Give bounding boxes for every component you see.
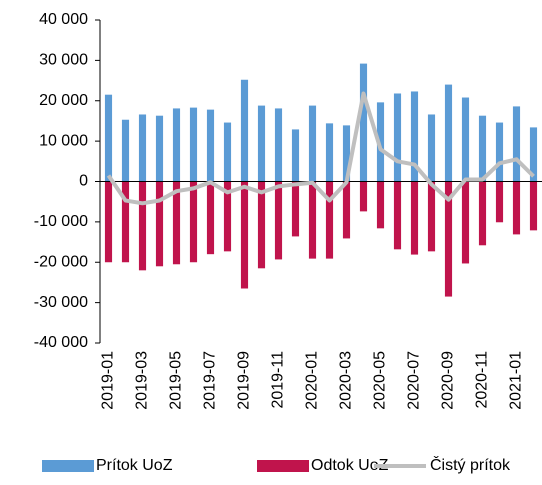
bar bbox=[206, 181, 215, 255]
bar bbox=[172, 108, 181, 182]
legend-label: Prítok UoZ bbox=[96, 457, 173, 474]
bar bbox=[444, 181, 453, 297]
legend-label: Čistý prítok bbox=[430, 455, 511, 474]
bar bbox=[308, 181, 317, 259]
x-tick-label: 2020-07 bbox=[406, 351, 423, 410]
bar bbox=[495, 181, 504, 223]
x-tick-label: 2019-01 bbox=[100, 351, 117, 410]
bar bbox=[376, 181, 385, 229]
y-tick-label: -20 000 bbox=[34, 253, 88, 270]
bar bbox=[325, 123, 334, 182]
x-tick-label: 2019-03 bbox=[134, 351, 151, 410]
bar bbox=[393, 93, 402, 182]
y-tick-label: 0 bbox=[79, 173, 88, 190]
y-tick-label: -40 000 bbox=[34, 334, 88, 351]
bar bbox=[359, 63, 368, 182]
bar bbox=[274, 108, 283, 182]
bar bbox=[342, 125, 351, 182]
bar bbox=[410, 91, 419, 182]
bar bbox=[376, 102, 385, 182]
x-tick-label: 2020-01 bbox=[304, 351, 321, 410]
bar bbox=[461, 97, 470, 182]
bar bbox=[308, 105, 317, 182]
x-tick-label: 2019-11 bbox=[270, 351, 287, 409]
bar bbox=[223, 122, 232, 182]
bar bbox=[291, 181, 300, 237]
bar bbox=[444, 84, 453, 182]
y-tick-label: -10 000 bbox=[34, 213, 88, 230]
y-tick-label: 30 000 bbox=[39, 52, 88, 69]
bar bbox=[240, 79, 249, 182]
y-tick-label: 10 000 bbox=[39, 132, 88, 149]
y-tick-label: 20 000 bbox=[39, 92, 88, 109]
bar bbox=[359, 181, 368, 212]
x-tick-label: 2021-01 bbox=[508, 351, 525, 410]
bar bbox=[495, 122, 504, 182]
bar bbox=[257, 105, 266, 182]
bar bbox=[138, 181, 147, 271]
bar bbox=[138, 114, 147, 182]
bar bbox=[189, 107, 198, 182]
bar bbox=[155, 181, 164, 267]
y-tick-label: 40 000 bbox=[39, 11, 88, 28]
bar bbox=[274, 181, 283, 260]
x-tick-label: 2020-03 bbox=[338, 351, 355, 410]
x-tick-label: 2019-09 bbox=[236, 351, 253, 410]
y-tick-label: -30 000 bbox=[34, 294, 88, 311]
bar bbox=[512, 181, 521, 235]
legend-swatch bbox=[257, 460, 309, 472]
bar bbox=[529, 127, 538, 182]
bar bbox=[223, 181, 232, 252]
bar bbox=[529, 181, 538, 231]
bar bbox=[104, 94, 113, 182]
x-tick-label: 2020-05 bbox=[372, 351, 389, 410]
x-tick-label: 2020-11 bbox=[474, 351, 491, 409]
x-tick-label: 2019-07 bbox=[202, 351, 219, 410]
bar bbox=[427, 114, 436, 182]
bar bbox=[121, 119, 130, 182]
x-tick-label: 2019-05 bbox=[168, 351, 185, 410]
legend-label: Odtok UoZ bbox=[311, 457, 389, 474]
bar bbox=[291, 129, 300, 182]
bar bbox=[240, 181, 249, 289]
bar bbox=[478, 181, 487, 246]
bar bbox=[427, 181, 436, 252]
bar bbox=[104, 181, 113, 263]
bar bbox=[325, 181, 334, 259]
bar bbox=[393, 181, 402, 250]
legend-swatch bbox=[42, 460, 94, 472]
bar bbox=[189, 181, 198, 263]
bar bbox=[155, 115, 164, 182]
bar bbox=[257, 181, 266, 269]
bar bbox=[512, 106, 521, 182]
bar bbox=[478, 115, 487, 182]
bar bbox=[461, 181, 470, 264]
bar bbox=[172, 181, 181, 265]
bar bbox=[342, 181, 351, 239]
line bbox=[106, 91, 535, 206]
x-tick-label: 2020-09 bbox=[440, 351, 457, 410]
bar bbox=[121, 181, 130, 263]
bar bbox=[410, 181, 419, 255]
bar bbox=[206, 109, 215, 182]
